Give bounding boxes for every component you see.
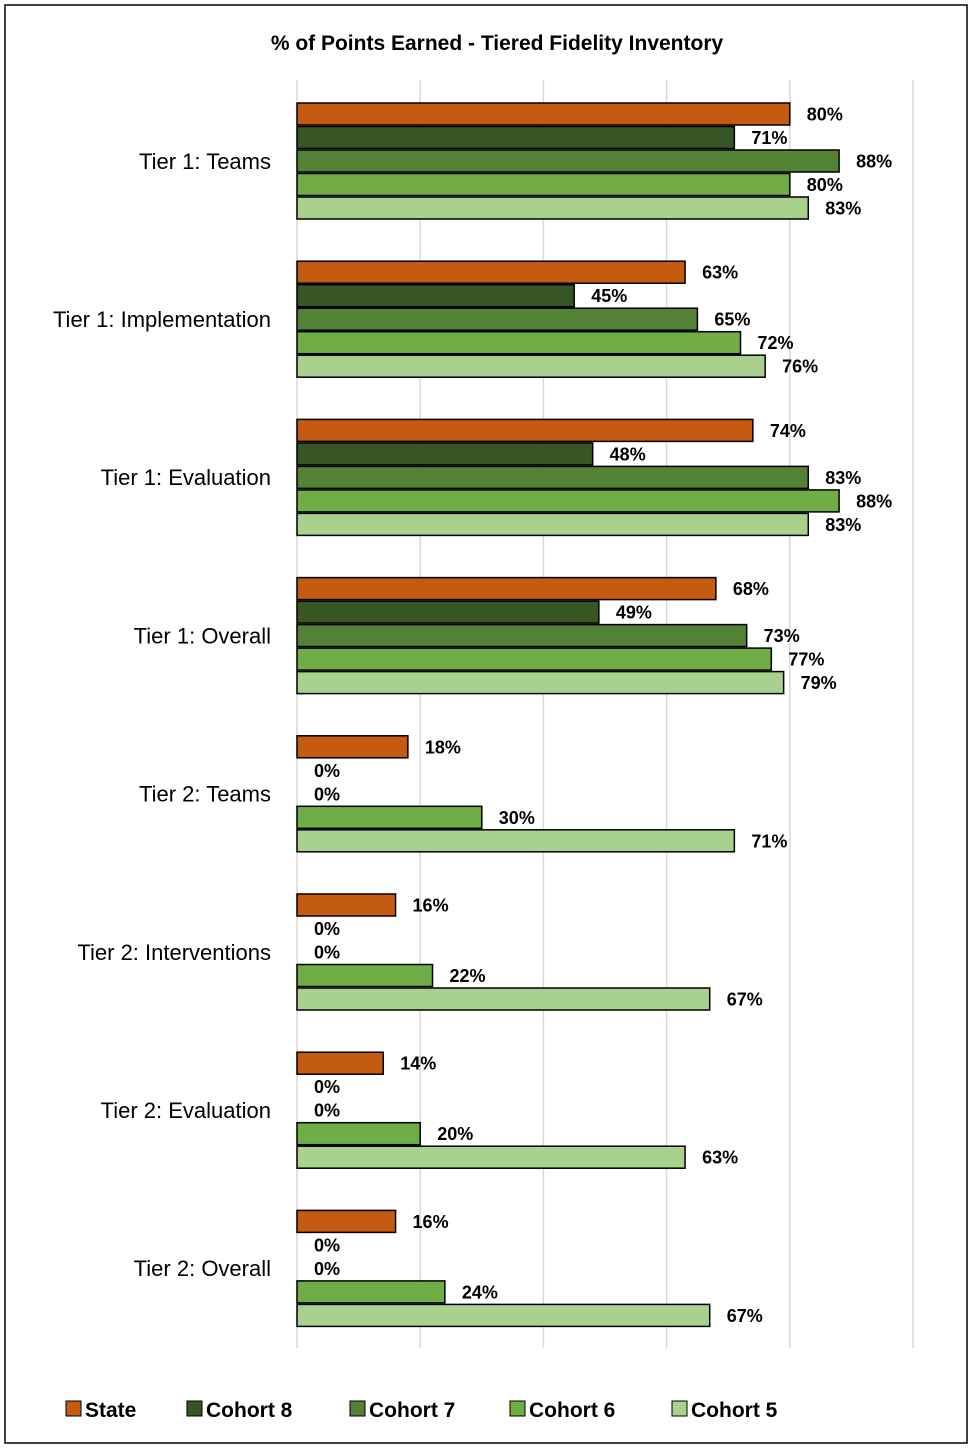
bars bbox=[296, 102, 840, 1328]
bar bbox=[296, 1145, 686, 1169]
data-label: 49% bbox=[616, 603, 652, 623]
bar bbox=[296, 283, 575, 308]
legend-label: Cohort 8 bbox=[206, 1399, 293, 1422]
bar bbox=[296, 307, 699, 331]
data-label: 0% bbox=[314, 761, 340, 781]
data-label: 0% bbox=[314, 919, 340, 939]
category-label: Tier 2: Teams bbox=[139, 782, 271, 807]
data-label: 48% bbox=[610, 444, 646, 464]
bar bbox=[296, 829, 736, 853]
legend-swatch bbox=[349, 1400, 366, 1417]
data-label: 18% bbox=[425, 737, 461, 757]
bar bbox=[296, 260, 686, 284]
data-label: 71% bbox=[751, 128, 787, 148]
data-label: 0% bbox=[314, 1235, 340, 1255]
bar bbox=[296, 1280, 446, 1304]
legend-label: Cohort 7 bbox=[369, 1399, 455, 1422]
category-label: Tier 1: Evaluation bbox=[101, 465, 271, 490]
category-label: Tier 1: Teams bbox=[139, 149, 271, 174]
data-label: 24% bbox=[462, 1282, 498, 1302]
data-label: 0% bbox=[314, 943, 340, 963]
bar bbox=[296, 125, 736, 150]
category-label: Tier 2: Interventions bbox=[77, 940, 271, 965]
bar bbox=[296, 1303, 711, 1328]
data-label: 63% bbox=[702, 263, 738, 283]
data-label: 30% bbox=[499, 808, 535, 828]
data-label: 80% bbox=[807, 105, 843, 125]
bar bbox=[296, 330, 742, 355]
chart-title: % of Points Earned - Tiered Fidelity Inv… bbox=[271, 32, 724, 55]
legend: State Cohort 8 Cohort 7 Cohort 6 Cohort 5 bbox=[65, 1399, 778, 1422]
category-labels: Tier 1: Teams Tier 1: Implementation Tier … bbox=[53, 149, 271, 1281]
data-label: 63% bbox=[702, 1148, 738, 1168]
category-label: Tier 1: Implementation bbox=[53, 307, 271, 332]
data-label: 20% bbox=[437, 1124, 473, 1144]
chart-frame bbox=[4, 4, 968, 1444]
bar bbox=[296, 354, 766, 378]
bar bbox=[296, 623, 748, 648]
bar bbox=[296, 805, 483, 830]
bar bbox=[296, 893, 397, 917]
data-label: 0% bbox=[314, 1101, 340, 1121]
bar bbox=[296, 647, 773, 671]
bar bbox=[296, 442, 594, 466]
legend-label: Cohort 5 bbox=[691, 1399, 778, 1422]
legend-swatch bbox=[65, 1400, 82, 1417]
bar bbox=[296, 512, 810, 537]
data-label: 16% bbox=[413, 1212, 449, 1232]
bar bbox=[296, 735, 409, 759]
bar bbox=[296, 196, 810, 220]
legend-label: State bbox=[85, 1399, 136, 1422]
category-label: Tier 1: Overall bbox=[134, 623, 271, 648]
data-label: 76% bbox=[782, 357, 818, 377]
data-label: 14% bbox=[400, 1054, 436, 1074]
bar bbox=[296, 576, 717, 601]
data-label: 22% bbox=[450, 966, 486, 986]
bar bbox=[296, 1051, 384, 1075]
data-label: 88% bbox=[856, 152, 892, 172]
data-label: 74% bbox=[770, 421, 806, 441]
data-label: 88% bbox=[856, 491, 892, 511]
data-label: 68% bbox=[733, 579, 769, 599]
data-label: 71% bbox=[751, 831, 787, 851]
data-label: 65% bbox=[714, 310, 750, 330]
data-label: 16% bbox=[413, 896, 449, 916]
bar bbox=[296, 963, 434, 988]
data-label: 80% bbox=[807, 175, 843, 195]
bar bbox=[296, 149, 840, 173]
data-label: 0% bbox=[314, 1259, 340, 1279]
bar bbox=[296, 1209, 397, 1234]
data-label: 77% bbox=[788, 650, 824, 670]
data-label: 0% bbox=[314, 784, 340, 804]
legend-swatch bbox=[671, 1400, 688, 1417]
category-label: Tier 2: Overall bbox=[134, 1256, 271, 1281]
legend-swatch bbox=[509, 1400, 526, 1417]
data-label: 73% bbox=[764, 626, 800, 646]
data-label: 67% bbox=[727, 1306, 763, 1326]
bar bbox=[296, 489, 840, 513]
data-label: 79% bbox=[801, 673, 837, 693]
data-label: 67% bbox=[727, 990, 763, 1010]
category-label: Tier 2: Evaluation bbox=[101, 1098, 271, 1123]
bar bbox=[296, 987, 711, 1011]
bar bbox=[296, 670, 785, 695]
bar bbox=[296, 418, 754, 443]
legend-swatch bbox=[186, 1400, 203, 1417]
bar bbox=[296, 600, 600, 624]
data-label: 83% bbox=[825, 199, 861, 219]
legend-label: Cohort 6 bbox=[529, 1399, 615, 1422]
bar bbox=[296, 1121, 421, 1146]
bar bbox=[296, 465, 810, 490]
data-labels: 80% 71% 88% 80% 83% 63% 45% 65% 72% 76% 74% 48% 83% 8… bbox=[314, 105, 892, 1326]
data-label: 45% bbox=[591, 286, 627, 306]
bar bbox=[296, 102, 791, 126]
data-label: 72% bbox=[758, 333, 794, 353]
bar bbox=[296, 172, 791, 197]
data-label: 83% bbox=[825, 515, 861, 535]
data-label: 0% bbox=[314, 1077, 340, 1097]
data-label: 83% bbox=[825, 468, 861, 488]
